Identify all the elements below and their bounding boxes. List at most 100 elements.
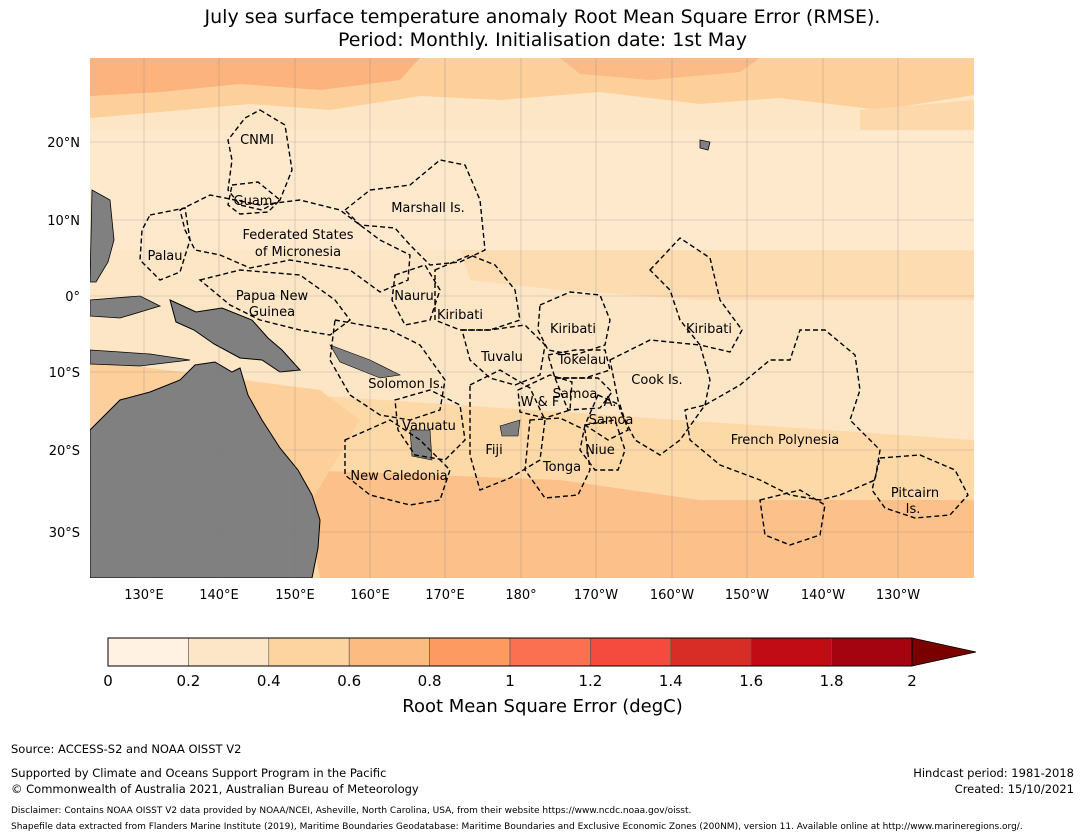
eez-niue xyxy=(579,419,626,471)
colorbar-tick-label: 0.4 xyxy=(257,672,281,690)
colorbar-tick-label: 1.2 xyxy=(578,672,602,690)
label-tonga: Tonga xyxy=(542,460,581,475)
eez-cnmi xyxy=(227,109,293,211)
eez-boundaries xyxy=(139,109,969,546)
support-text: Supported by Climate and Oceans Support … xyxy=(11,766,387,780)
lon-tick: 150°E xyxy=(275,588,315,603)
label-pitcairn-2: Is. xyxy=(906,502,921,517)
created-text: Created: 15/10/2021 xyxy=(954,782,1074,796)
label-cnmi: CNMI xyxy=(240,133,274,148)
label-tokelau: Tokelau xyxy=(557,353,607,368)
new-guinea-land xyxy=(169,299,302,373)
ocean-band-equatorial xyxy=(460,250,974,300)
ocean-band-central xyxy=(90,130,974,250)
label-cook: Cook Is. xyxy=(631,373,682,388)
colorbar-bin xyxy=(268,637,350,667)
eez-palau xyxy=(139,207,191,281)
label-fsm-2: of Micronesia xyxy=(255,245,341,260)
copyright-text: © Commonwealth of Australia 2021, Austra… xyxy=(11,782,419,796)
eez-american-samoa xyxy=(584,394,629,441)
title-line-1: July sea surface temperature anomaly Roo… xyxy=(204,6,881,28)
colorbar-bin xyxy=(188,637,270,667)
indonesia-land xyxy=(90,295,162,319)
label-marshall: Marshall Is. xyxy=(391,201,465,216)
label-french-polynesia: French Polynesia xyxy=(731,433,840,448)
colorbar-bin xyxy=(590,637,672,667)
region-labels: CNMI Guam Marshall Is. Federated States … xyxy=(147,133,939,517)
lat-tick: 30°S xyxy=(49,526,80,541)
label-tuvalu: Tuvalu xyxy=(480,350,523,365)
colorbar-bin xyxy=(107,637,189,667)
colorbar-extend-arrow xyxy=(911,637,977,667)
ocean-patch-north-high-2 xyxy=(560,58,760,80)
colorbar-label: Root Mean Square Error (degC) xyxy=(402,696,683,717)
label-png-2: Guinea xyxy=(249,305,295,320)
eez-marshall xyxy=(343,159,486,266)
eez-french-polynesia xyxy=(684,329,881,501)
label-wf: W & F xyxy=(521,395,560,410)
solomon-islands-land xyxy=(329,344,401,379)
fiji-land xyxy=(499,419,521,437)
lon-axis: 130°E 140°E 150°E 160°E 170°E 180° 170°W… xyxy=(124,588,920,603)
lon-tick: 140°E xyxy=(199,588,239,603)
label-pitcairn-1: Pitcairn xyxy=(891,486,939,501)
colorbar-tick-label: 0.8 xyxy=(418,672,442,690)
eez-tonga xyxy=(524,417,591,499)
eez-pitcairn-south xyxy=(759,489,826,546)
lat-tick: 10°N xyxy=(47,214,80,229)
shapefile-text: Shapefile data extracted from Flanders M… xyxy=(11,822,1023,832)
lon-tick: 160°E xyxy=(350,588,390,603)
lat-tick: 0° xyxy=(65,290,80,305)
colorbar-tick-label: 1.4 xyxy=(659,672,683,690)
map-figure: CNMI Guam Marshall Is. Federated States … xyxy=(47,58,977,690)
eez-fsm xyxy=(179,194,411,293)
disclaimer-text: Disclaimer: Contains NOAA OISST V2 data … xyxy=(11,806,692,816)
colorbar-tick-label: 2 xyxy=(907,672,917,690)
colorbar-bin xyxy=(750,637,832,667)
lon-tick: 160°W xyxy=(650,588,694,603)
eez-pitcairn xyxy=(871,454,969,519)
label-samoa: Samoa xyxy=(553,387,598,402)
colorbar-bin xyxy=(831,637,913,667)
label-fiji: Fiji xyxy=(485,443,502,458)
lon-tick: 140°W xyxy=(801,588,845,603)
eez-vanuatu xyxy=(394,389,466,461)
hindcast-text: Hindcast period: 1981-2018 xyxy=(913,766,1074,780)
lat-tick: 20°S xyxy=(49,444,80,459)
label-new-caledonia: New Caledonia xyxy=(350,469,447,484)
eez-png xyxy=(198,269,351,336)
ocean-band-south-high xyxy=(300,470,974,578)
eez-solomon xyxy=(329,319,446,421)
lon-tick: 130°W xyxy=(876,588,920,603)
australia-land xyxy=(90,361,321,578)
eez-cook xyxy=(609,339,711,456)
label-samoa-2: Samoa xyxy=(589,413,634,428)
colorbar-tick-label: 0.2 xyxy=(176,672,200,690)
label-kiribati-west: Kiribati xyxy=(437,308,483,323)
colorbar-bin xyxy=(429,637,511,667)
eez-kiribati-east xyxy=(649,237,743,353)
timor-land xyxy=(90,349,191,367)
lat-tick: 10°S xyxy=(49,366,80,381)
label-kiribati-central: Kiribati xyxy=(550,322,596,337)
eez-new-caledonia xyxy=(344,419,451,506)
colorbar-frame xyxy=(107,637,913,667)
lon-tick: 130°E xyxy=(124,588,164,603)
hawaii-land xyxy=(699,139,711,151)
eez-nauru xyxy=(391,264,441,326)
label-guam: Guam xyxy=(234,194,273,209)
eez-guam xyxy=(227,181,282,215)
lat-axis: 20°N 10°N 0° 10°S 20°S 30°S xyxy=(47,136,80,541)
eez-fiji xyxy=(469,369,546,491)
colorbar-tick-label: 1 xyxy=(505,672,515,690)
label-solomon: Solomon Is. xyxy=(368,377,444,392)
colorbar-tick-label: 0.6 xyxy=(337,672,361,690)
label-png-1: Papua New xyxy=(236,289,309,304)
vanuatu-land xyxy=(409,429,433,461)
label-fsm-1: Federated States xyxy=(243,228,354,243)
lon-tick: 170°W xyxy=(574,588,618,603)
map-area xyxy=(90,58,974,578)
label-vanuatu: Vanuatu xyxy=(402,419,456,434)
eez-samoa xyxy=(553,377,613,411)
ocean-patch-north-high xyxy=(90,58,420,96)
